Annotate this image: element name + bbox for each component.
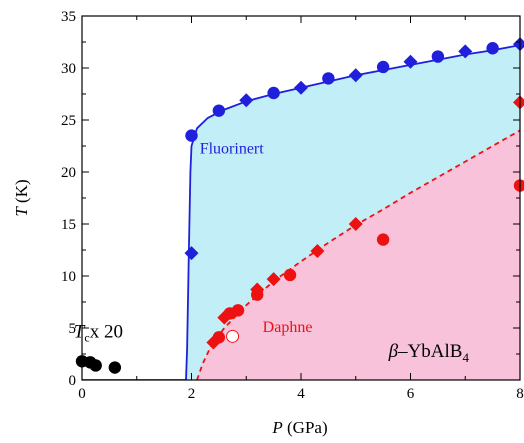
data-point bbox=[185, 129, 198, 142]
x-tick-label: 6 bbox=[407, 386, 415, 402]
daphne-region bbox=[197, 130, 520, 380]
data-point bbox=[283, 268, 297, 282]
data-point bbox=[403, 54, 418, 69]
annotations: Fluorinert Daphne Tcx 20 β–YbAlB4 bbox=[74, 140, 470, 365]
daphne-label: Daphne bbox=[263, 319, 313, 336]
y-tick-label: 30 bbox=[61, 61, 76, 77]
data-point bbox=[239, 93, 254, 108]
y-tick-label: 25 bbox=[61, 113, 76, 129]
y-tick-label: 5 bbox=[69, 321, 77, 337]
data-marks bbox=[75, 37, 524, 374]
data-point bbox=[486, 42, 499, 55]
data-point bbox=[250, 282, 265, 297]
y-tick-label: 0 bbox=[69, 373, 77, 389]
y-tick-label: 15 bbox=[61, 217, 76, 233]
data-point bbox=[108, 361, 122, 374]
data-point bbox=[322, 72, 335, 85]
x-tick-label: 8 bbox=[516, 386, 524, 402]
series-2 bbox=[206, 95, 524, 350]
data-point bbox=[513, 37, 524, 52]
y-tick-label: 10 bbox=[61, 269, 76, 285]
series-3 bbox=[75, 355, 122, 374]
series-1 bbox=[184, 37, 524, 261]
x-axis-title: P (GPa) bbox=[271, 418, 327, 437]
data-point bbox=[431, 50, 445, 63]
data-point bbox=[226, 329, 240, 343]
data-point bbox=[184, 246, 199, 261]
data-point bbox=[458, 44, 473, 59]
data-point bbox=[348, 68, 363, 83]
compound-label: β–YbAlB4 bbox=[388, 341, 470, 365]
y-tick-label: 35 bbox=[61, 9, 76, 25]
data-point bbox=[513, 95, 524, 110]
tc-label: Tcx 20 bbox=[74, 321, 123, 344]
data-point bbox=[89, 359, 102, 372]
data-point bbox=[212, 331, 226, 344]
x-tick-label: 2 bbox=[188, 386, 196, 402]
fluorinert-label: Fluorinert bbox=[200, 140, 265, 157]
y-tick-label: 20 bbox=[61, 165, 76, 181]
data-point bbox=[348, 217, 363, 231]
axis-ticks: 0 2 4 6 8 0 5 10 15 20 25 30 35 bbox=[61, 9, 524, 402]
data-point bbox=[267, 86, 280, 100]
x-tick-label: 4 bbox=[297, 386, 305, 402]
phase-fills bbox=[186, 45, 520, 380]
data-point bbox=[231, 304, 245, 317]
data-point bbox=[310, 244, 325, 259]
data-point bbox=[266, 272, 281, 287]
data-point bbox=[294, 80, 308, 95]
data-point bbox=[513, 179, 524, 192]
data-point bbox=[376, 233, 390, 246]
x-tick-label: 0 bbox=[78, 386, 86, 402]
data-point bbox=[212, 104, 226, 117]
daphne-curve bbox=[196, 129, 520, 380]
y-axis-title: T (K) bbox=[12, 179, 31, 216]
data-point bbox=[376, 60, 390, 74]
